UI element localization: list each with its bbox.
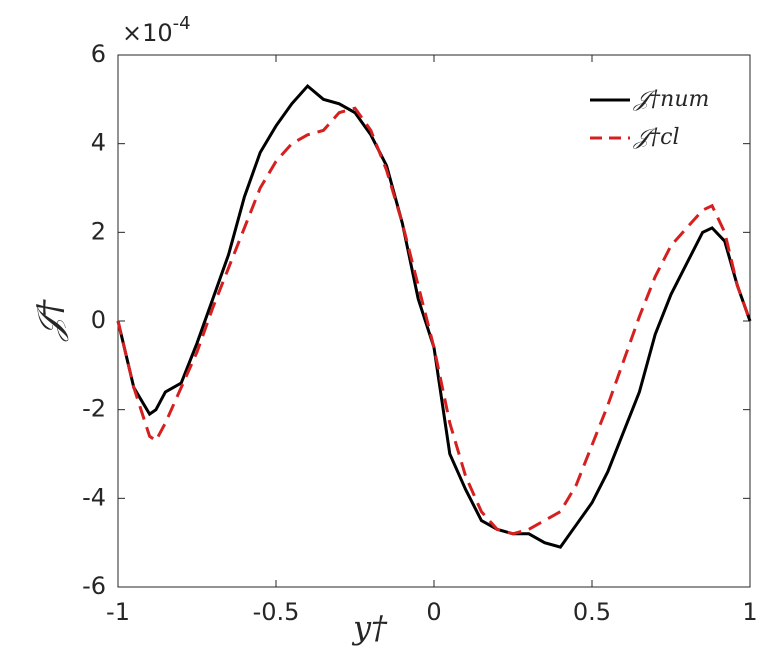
legend-label: 𝒥†num [633, 87, 709, 112]
x-tick-label: -1 [106, 598, 130, 626]
legend-label: 𝒥†cl [633, 125, 680, 150]
y-tick-label: 6 [91, 40, 106, 68]
y-tick-label: -2 [82, 395, 106, 423]
x-tick-label: 1 [742, 598, 757, 626]
x-tick-label: -0.5 [253, 598, 300, 626]
y-tick-label: 4 [91, 129, 106, 157]
line-series [116, 83, 752, 549]
y-tick-label: -6 [82, 572, 106, 600]
y-axis-label: 𝒥† [30, 299, 70, 342]
line-series [116, 106, 752, 536]
x-tick-label: 0 [426, 598, 441, 626]
x-axis-label: y† [351, 609, 388, 647]
x-tick-label: 0.5 [573, 598, 611, 626]
y-tick-label: 0 [91, 306, 106, 334]
y-multiplier: ×10-4 [122, 13, 191, 47]
y-tick-label: 2 [91, 217, 106, 245]
y-tick-label: -4 [82, 483, 106, 511]
